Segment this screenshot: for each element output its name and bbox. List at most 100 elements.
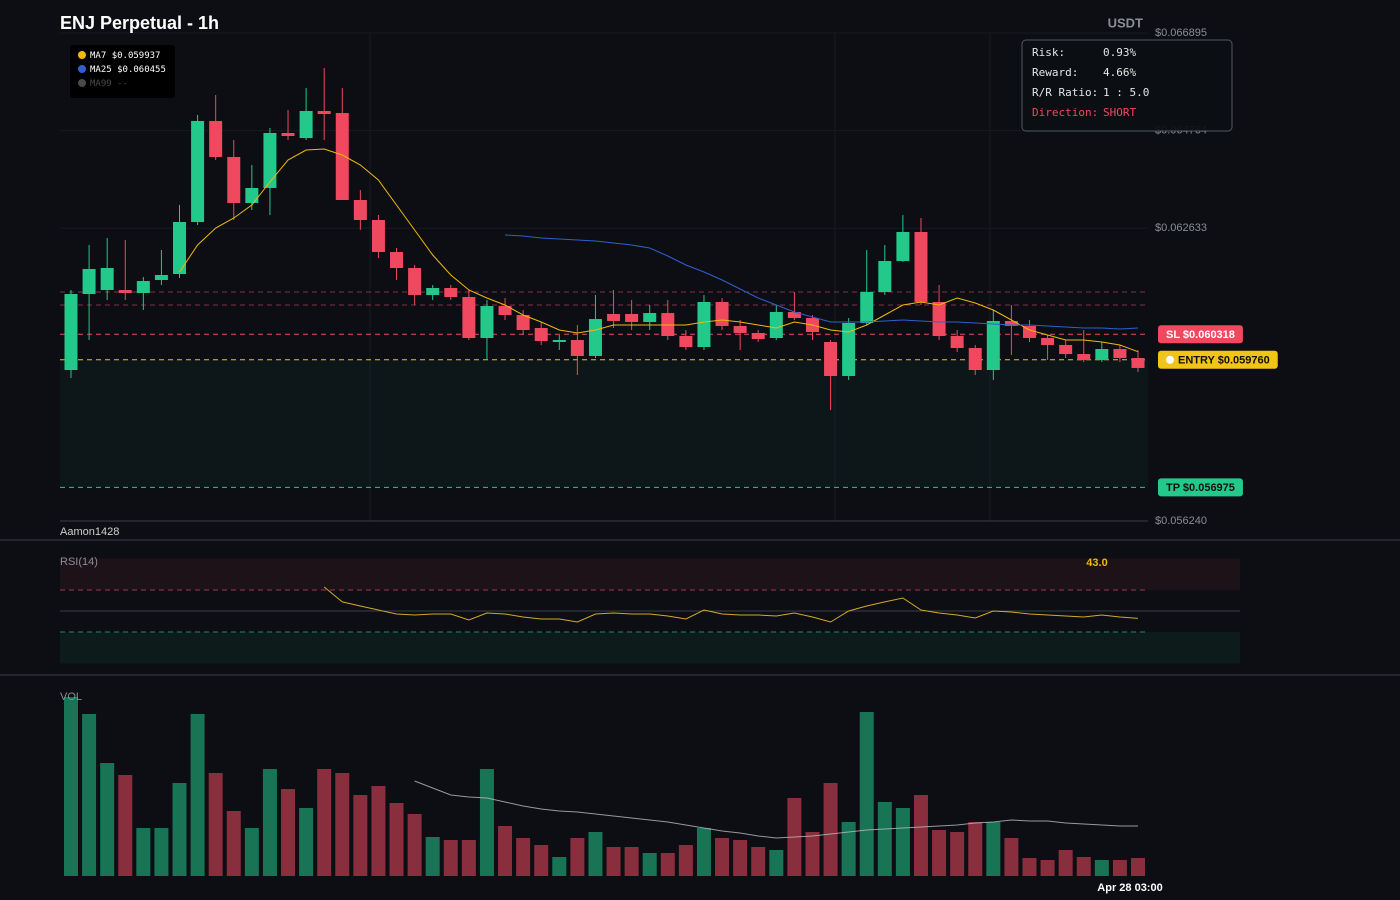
legend-value: -- [117, 79, 128, 89]
candle-body [498, 306, 512, 315]
candle-body [426, 288, 440, 296]
candle-body [299, 110, 313, 139]
candle-body [824, 342, 838, 376]
volume-bar [1058, 850, 1073, 876]
candle-body [1095, 349, 1109, 361]
candle-body [154, 275, 168, 280]
candle-body [1004, 320, 1018, 326]
volume-bar [443, 840, 458, 876]
chart-title: ENJ Perpetual - 1h [60, 13, 219, 33]
candle-body [534, 327, 548, 342]
candle-body [371, 220, 385, 253]
volume-bar [461, 840, 476, 876]
volume-bar [696, 828, 711, 876]
candle-body [950, 336, 964, 349]
volume-bar [1040, 860, 1055, 876]
candle-body [191, 120, 205, 223]
candle-body [245, 187, 259, 204]
volume-bar [823, 783, 838, 876]
volume-bar [570, 838, 585, 876]
tag-dot [1166, 355, 1174, 364]
candle-body [588, 319, 602, 356]
volume-bar [100, 763, 115, 876]
candle-body [227, 156, 241, 204]
volume-bar [479, 769, 494, 876]
candle-body [1077, 354, 1091, 361]
volume-bar [208, 773, 223, 876]
volume-bar [425, 837, 440, 876]
volume-bar [715, 838, 730, 876]
info-value: SHORT [1103, 106, 1136, 119]
candle-body [408, 268, 422, 296]
volume-bar [660, 853, 675, 876]
volume-bar [371, 786, 386, 876]
candle-body [462, 296, 476, 338]
legend-value: $0.060455 [117, 65, 166, 75]
volume-bar [1076, 857, 1091, 876]
volume-bar [624, 847, 639, 876]
volume-bar [588, 832, 603, 876]
volume-bar [1112, 860, 1127, 876]
volume-bar [136, 828, 151, 876]
candle-body [118, 289, 132, 294]
volume-bar [118, 775, 133, 876]
volume-bar [877, 802, 892, 876]
legend-dot [78, 65, 86, 73]
candle-body [607, 313, 621, 321]
volume-bar [913, 795, 928, 876]
volume-bar [64, 697, 78, 876]
candle-body [317, 110, 331, 115]
volume-bar [733, 840, 748, 876]
candle-body [878, 260, 892, 292]
candle-body [263, 132, 277, 188]
candle-body [480, 306, 494, 338]
price-tag: TP $0.056975 [1158, 478, 1243, 497]
volume-bar [805, 832, 820, 876]
candle-body [1041, 337, 1055, 345]
info-label: R/R Ratio: [1032, 86, 1098, 99]
volume-bar [172, 783, 187, 876]
volume-ma [414, 780, 1138, 839]
volume-bar [642, 853, 657, 876]
volume-bar [606, 847, 621, 876]
candle-body [516, 314, 530, 331]
info-label: Reward: [1032, 66, 1078, 79]
candle-body [715, 301, 729, 326]
volume-bar [841, 822, 856, 876]
candle-body [136, 281, 150, 294]
legend-name: MA7 [90, 51, 106, 61]
candle-body [986, 320, 1000, 370]
tag-bg [1158, 350, 1278, 369]
info-value: 1 : 5.0 [1103, 86, 1149, 99]
info-label: Direction: [1032, 106, 1098, 119]
rsi-current: 43.0 [1086, 557, 1107, 569]
candle-body [769, 312, 783, 338]
candle-body [444, 288, 458, 297]
tag-bg [1158, 325, 1243, 344]
price-tag: SL $0.060318 [1158, 325, 1243, 344]
volume-bar [1094, 860, 1109, 876]
candle-body [173, 222, 187, 275]
volume-bar [1131, 858, 1145, 876]
legend-name: MA25 [90, 65, 112, 75]
volume-bar [262, 769, 277, 876]
candle-body [751, 332, 765, 339]
info-value: 0.93% [1103, 46, 1136, 59]
volume-bar [986, 822, 1001, 876]
volume-bar [968, 822, 983, 876]
volume-bar [226, 811, 241, 876]
candle-body [390, 252, 404, 269]
info-label: Risk: [1032, 46, 1065, 59]
volume-bar [534, 845, 549, 876]
volume-bar [950, 832, 965, 876]
volume-bar [389, 803, 404, 876]
candle-body [914, 232, 928, 302]
tag-label: SL $0.060318 [1166, 329, 1235, 341]
legend-entry: MA7 $0.059937 [90, 51, 160, 61]
ma-line [179, 148, 1139, 353]
volume-bar [498, 826, 513, 876]
volume-bar [895, 808, 910, 876]
legend-box [70, 45, 175, 98]
candle-body [552, 339, 566, 343]
